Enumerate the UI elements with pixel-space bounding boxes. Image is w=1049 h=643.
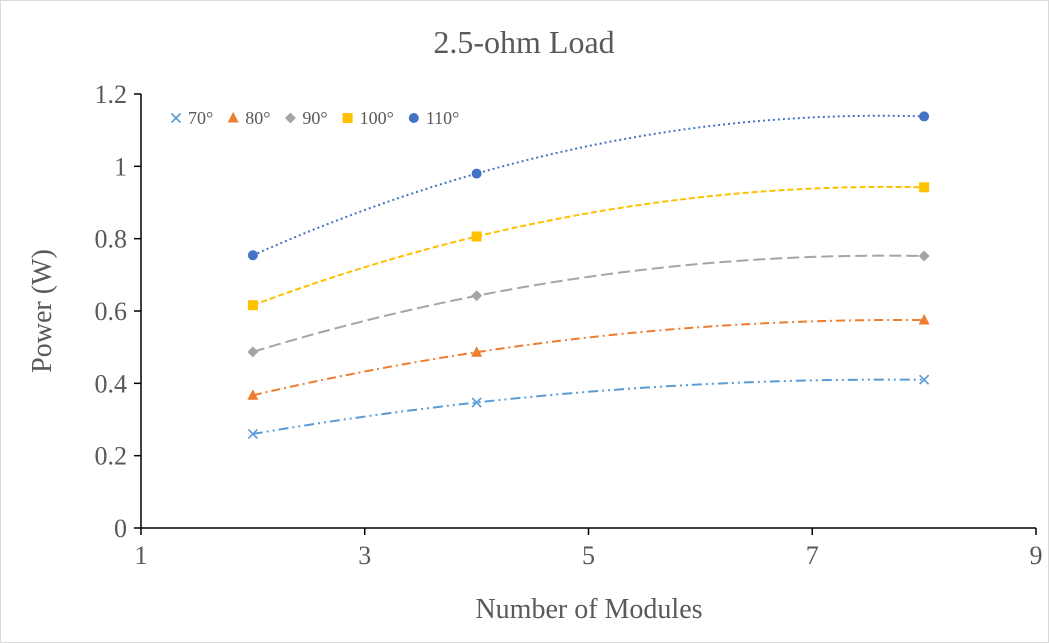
y-tick-label: 0.4 (95, 369, 128, 398)
data-point-series-0 (471, 397, 482, 408)
legend-label-series-1: 80° (245, 108, 270, 128)
trendline-series-0 (252, 378, 925, 435)
trendline-series-4 (252, 114, 925, 257)
x-tick-label: 1 (135, 541, 148, 570)
data-point-series-1 (918, 314, 930, 325)
data-point-series-0-stroke (247, 428, 258, 440)
trendline-series-2 (252, 254, 925, 353)
x-tick-label: 3 (358, 541, 371, 570)
x-tick-label: 7 (806, 541, 819, 570)
trendline-series-1 (252, 318, 925, 397)
data-point-series-3 (247, 300, 258, 311)
data-point-series-0 (247, 428, 258, 440)
chart-title: 2.5-ohm Load (433, 24, 614, 60)
legend-label-series-3: 100° (360, 108, 394, 128)
data-point-series-0-stroke (471, 397, 482, 408)
legend-marker-series-0-stroke (170, 112, 182, 124)
y-axis-title: Power (W) (27, 249, 58, 373)
x-tick-label: 9 (1030, 541, 1043, 570)
data-point-series-2 (918, 250, 930, 262)
y-tick-label: 0.2 (95, 442, 128, 471)
x-tick-label: 5 (582, 541, 595, 570)
data-point-series-4 (247, 250, 258, 261)
legend-label-series-0: 70° (188, 108, 213, 128)
data-point-series-0-stroke (919, 374, 930, 385)
plot-area: 1 3 5 7 9 0 0.2 0.4 0.6 0.8 1 1.2 (95, 80, 1043, 570)
data-point-series-1 (247, 389, 259, 400)
legend-marker-series-0 (170, 112, 182, 124)
legend-marker-series-2 (284, 112, 296, 124)
data-point-series-3 (919, 182, 930, 193)
data-point-series-1 (471, 346, 483, 357)
legend-label-series-4: 110° (426, 108, 460, 128)
trendline-series-3 (252, 185, 925, 307)
legend-marker-series-3 (342, 113, 353, 123)
data-point-series-2 (471, 290, 483, 302)
legend-marker-series-4 (408, 113, 419, 123)
x-axis-title: Number of Modules (475, 594, 702, 625)
data-point-series-3 (471, 231, 482, 242)
y-tick-label: 0.8 (95, 225, 128, 254)
legend-label-series-2: 90° (302, 108, 327, 128)
data-point-series-4 (919, 111, 930, 122)
y-tick-label: 1.2 (95, 80, 128, 109)
data-point-series-2 (247, 346, 259, 358)
y-tick-label: 1 (114, 152, 127, 181)
legend-marker-series-1 (227, 112, 239, 123)
y-tick-label: 0.6 (95, 297, 128, 326)
legend: 70° 80° 90° 100° 110° (170, 108, 460, 128)
y-tick-label: 0 (114, 514, 127, 543)
data-point-series-4 (471, 168, 482, 179)
data-point-series-0 (919, 374, 930, 385)
